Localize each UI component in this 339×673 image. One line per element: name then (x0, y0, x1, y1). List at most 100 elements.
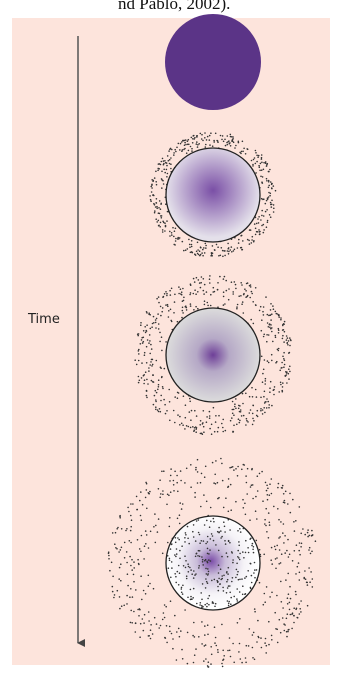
particle (184, 142, 186, 144)
particle (207, 305, 209, 307)
particle (242, 240, 244, 242)
particle (179, 572, 181, 574)
particle (201, 540, 203, 542)
particle (190, 464, 192, 466)
particle (182, 310, 184, 312)
particle (193, 536, 195, 538)
particle (218, 527, 220, 529)
particle (164, 404, 166, 406)
particle (148, 342, 150, 344)
particle (144, 352, 146, 354)
particle (165, 606, 167, 608)
particle (149, 491, 151, 493)
particle (162, 386, 164, 388)
particle (114, 543, 116, 545)
particle (243, 294, 245, 296)
particle (141, 377, 143, 379)
particle (151, 187, 153, 189)
particle (176, 631, 178, 633)
particle (182, 140, 184, 142)
particle (228, 288, 230, 290)
particle (161, 350, 163, 352)
particle (166, 220, 168, 222)
particle (193, 622, 195, 624)
particle (123, 605, 125, 607)
particle (146, 330, 148, 332)
particle (307, 584, 309, 586)
particle (209, 278, 211, 280)
particle (184, 555, 186, 557)
particle (253, 546, 255, 548)
particle (238, 408, 240, 410)
particle (140, 322, 142, 324)
particle (189, 398, 191, 400)
particle (222, 666, 224, 668)
particle (167, 304, 169, 306)
particle (160, 411, 162, 413)
particle (165, 162, 167, 164)
particle (289, 345, 291, 347)
particle (186, 309, 188, 311)
particle (235, 408, 237, 410)
particle (119, 608, 121, 610)
particle (228, 585, 230, 587)
particle (264, 391, 266, 393)
particle (205, 247, 207, 249)
particle (183, 565, 185, 567)
particle (182, 307, 184, 309)
particle (148, 611, 150, 613)
particle (174, 244, 176, 246)
particle (249, 519, 251, 521)
particle (245, 552, 247, 554)
particle (146, 311, 148, 313)
particle (188, 144, 190, 146)
particle (188, 571, 190, 573)
particle (202, 564, 204, 566)
particle (171, 149, 173, 151)
particle (151, 191, 153, 193)
particle (229, 529, 231, 531)
particle (205, 466, 207, 468)
particle (185, 404, 187, 406)
particle (310, 553, 312, 555)
particle (253, 632, 255, 634)
particle (270, 314, 272, 316)
particle (175, 151, 177, 153)
particle (270, 319, 272, 321)
particle (309, 581, 311, 583)
particle (231, 417, 233, 419)
particle (271, 639, 273, 641)
particle (152, 364, 154, 366)
particle (159, 200, 161, 202)
particle (289, 554, 291, 556)
particle (210, 294, 212, 296)
particle (210, 538, 212, 540)
particle (242, 249, 244, 251)
particle (217, 651, 219, 653)
particle (197, 253, 199, 255)
particle (228, 605, 230, 607)
particle (276, 557, 278, 559)
particle (272, 341, 274, 343)
particle (299, 554, 301, 556)
particle (228, 299, 230, 301)
particle (203, 290, 205, 292)
particle (251, 469, 253, 471)
particle (195, 648, 197, 650)
particle (173, 236, 175, 238)
particle (289, 493, 291, 495)
particle (224, 531, 226, 533)
particle (179, 424, 181, 426)
particle (159, 213, 161, 215)
particle (168, 389, 170, 391)
particle (285, 371, 287, 373)
particle (158, 302, 160, 304)
particle (251, 293, 253, 295)
particle (232, 409, 234, 411)
particle (181, 588, 183, 590)
particle (234, 403, 236, 405)
particle (166, 625, 168, 627)
particle (124, 557, 126, 559)
particle (268, 171, 270, 173)
particle (163, 183, 165, 185)
